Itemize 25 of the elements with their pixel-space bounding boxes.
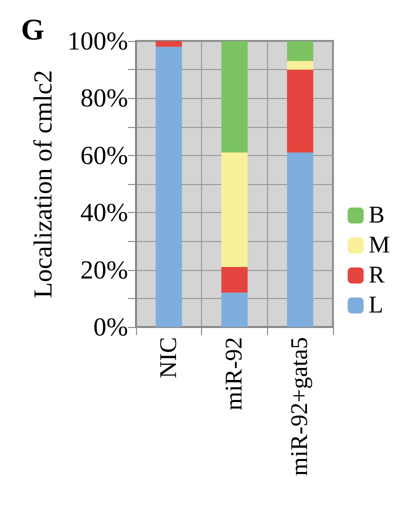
y-axis-title: Localization of cmlc2	[28, 70, 58, 298]
y-tick-label: 80%	[80, 84, 128, 113]
x-tick-label: miR-92+gata5	[287, 337, 314, 476]
y-tick-label: 0%	[93, 312, 128, 342]
bar	[221, 266, 248, 293]
bar	[221, 41, 248, 153]
bar	[287, 70, 314, 153]
legend-label: L	[368, 292, 384, 318]
bar	[221, 152, 248, 267]
x-tick-label: NIC	[156, 337, 182, 378]
legend-label: R	[368, 262, 385, 288]
legend-label: B	[368, 202, 385, 228]
bar	[287, 152, 314, 327]
y-tick-label: 60%	[80, 140, 128, 170]
chart-title: G	[21, 14, 44, 46]
bar	[287, 61, 314, 70]
y-tick-label: 100%	[67, 26, 128, 56]
bar	[287, 41, 314, 62]
bar	[221, 292, 248, 327]
bar	[156, 46, 182, 327]
y-tick-label: 40%	[80, 198, 128, 228]
y-tick-label: 20%	[80, 255, 128, 284]
x-tick-label: miR-92	[222, 337, 248, 410]
bar	[156, 41, 182, 47]
legend-label: M	[368, 232, 390, 258]
